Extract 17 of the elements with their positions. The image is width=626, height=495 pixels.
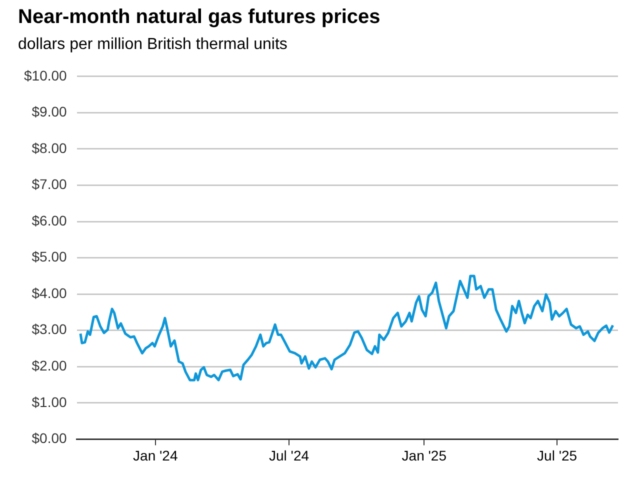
y-tick-label: $2.00 xyxy=(32,358,68,374)
x-tick-label: Jul '24 xyxy=(269,447,310,464)
y-tick-label: $4.00 xyxy=(32,284,68,301)
x-tick-label: Jan '24 xyxy=(133,447,178,464)
chart-title: Near-month natural gas futures prices xyxy=(18,6,380,29)
y-tick-label: $6.00 xyxy=(32,212,68,228)
y-tick-label: $10.00 xyxy=(24,67,68,84)
y-tick-label: $1.00 xyxy=(32,394,68,410)
y-tick-label: $8.00 xyxy=(32,140,68,156)
y-tick-label: $9.00 xyxy=(32,104,68,120)
x-tick-label: Jan '25 xyxy=(402,447,447,464)
x-tick-label: Jul '25 xyxy=(537,447,578,464)
y-tick-label: $3.00 xyxy=(32,321,68,338)
y-tick-label: $5.00 xyxy=(32,248,68,265)
chart-subtitle: dollars per million British thermal units xyxy=(18,36,288,54)
y-tick-label: $7.00 xyxy=(32,176,68,192)
y-tick-label: $0.00 xyxy=(32,430,68,446)
